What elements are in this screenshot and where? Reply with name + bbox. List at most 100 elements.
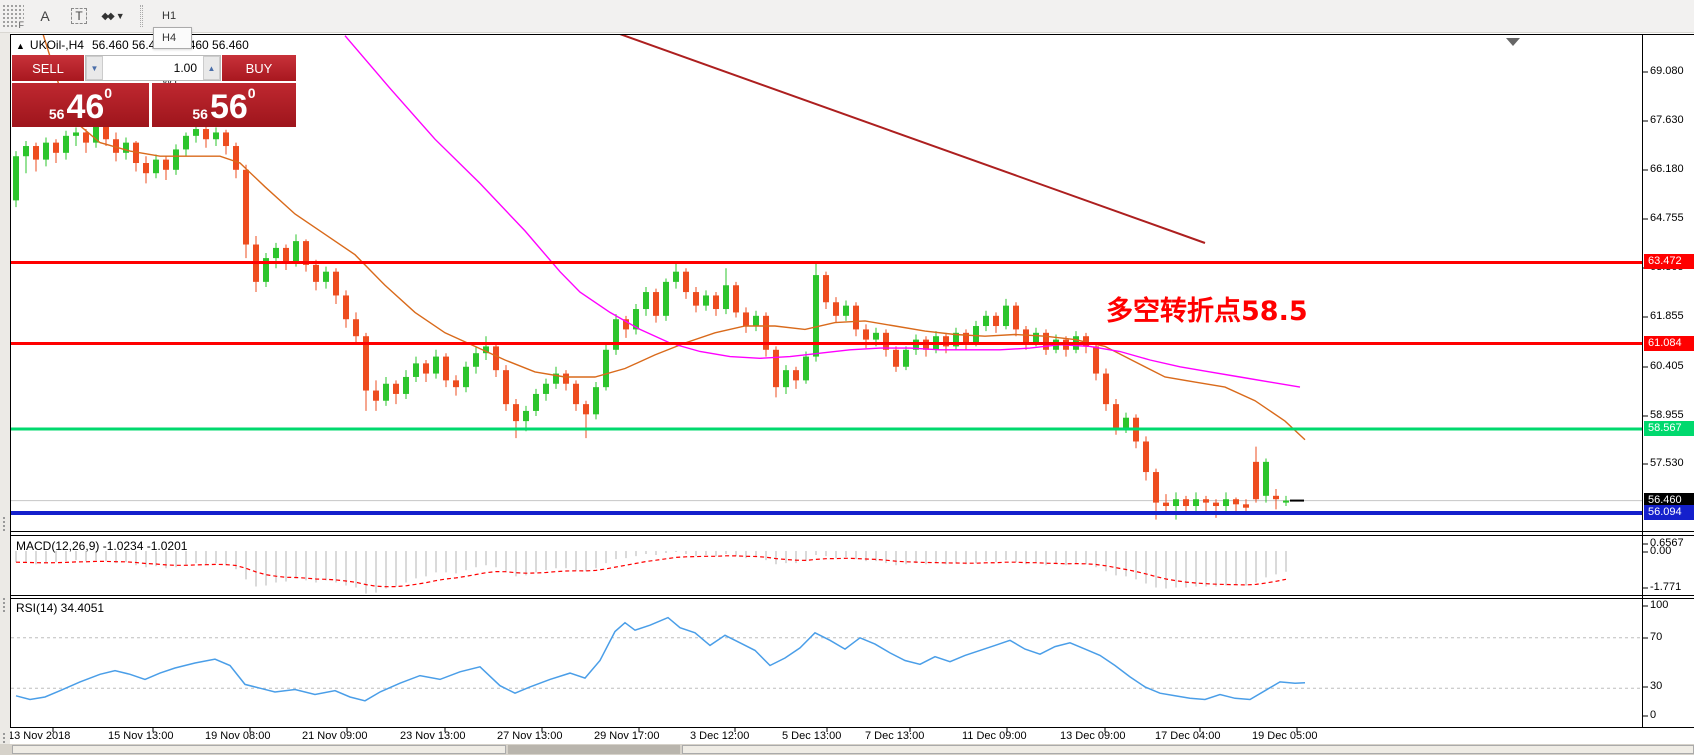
date-tick-label: 19 Dec 05:00 (1252, 730, 1318, 742)
candle-body (583, 404, 589, 415)
volume-increase-button[interactable]: ▲ (203, 56, 220, 80)
candle-body (753, 315, 759, 327)
candle-body (193, 129, 199, 136)
candle-body (883, 332, 889, 350)
descending-trendline[interactable] (617, 33, 1206, 244)
price-badge: 63.472 (1644, 254, 1694, 269)
rsi-top-border (10, 598, 1694, 599)
volume-decrease-button[interactable]: ▼ (86, 56, 103, 80)
text-box-tool-button[interactable]: T (66, 4, 92, 28)
price-tick-label: 57.530 (1650, 457, 1684, 469)
candle-body (893, 349, 899, 367)
candle-body (263, 258, 269, 282)
candle-body (1033, 332, 1039, 344)
ask-price-display[interactable]: 56 56 0 (152, 83, 296, 127)
candle-body (1183, 499, 1189, 507)
macd-rsi-separator[interactable] (10, 595, 1694, 596)
chart-shift-marker-icon[interactable] (1506, 38, 1520, 46)
text-label-tool-button[interactable]: A (32, 4, 58, 28)
candle-body (233, 146, 239, 170)
candle-body (1193, 499, 1199, 507)
candle-body (493, 346, 499, 371)
candle-body (563, 373, 569, 384)
chart-top-border (10, 34, 1694, 35)
volume-input[interactable]: 1.00 (173, 61, 197, 75)
rsi-panel[interactable] (11, 616, 1642, 702)
scrollbar-track[interactable] (682, 745, 1694, 754)
price-tick-label: 60.405 (1650, 360, 1684, 372)
candle-body (1093, 346, 1099, 374)
date-tick-label: 7 Dec 13:00 (865, 730, 925, 742)
chart-left-border (10, 34, 11, 728)
price-tick-label: 58.955 (1650, 409, 1684, 421)
candle-body (243, 169, 249, 245)
price-badge: 61.084 (1644, 336, 1694, 351)
chart-annotation-text[interactable]: 多空转折点58.5 (1106, 296, 1308, 327)
date-tick-label: 5 Dec 13:00 (782, 730, 842, 742)
date-tick-label: 23 Nov 13:00 (400, 730, 466, 742)
timeframe-button-H4[interactable]: H4 (153, 27, 193, 49)
panel-resize-grip[interactable] (3, 517, 8, 531)
candle-body (93, 125, 99, 143)
candle-body (213, 132, 219, 140)
date-tick-label: 3 Dec 12:00 (690, 730, 750, 742)
candle-body (633, 309, 639, 330)
candle-body (1233, 499, 1239, 505)
candle-body (1263, 461, 1269, 496)
candle-body (713, 295, 719, 310)
candle-body (1013, 305, 1019, 330)
shapes-tool-button[interactable]: ◆◆ ▼ (100, 4, 126, 28)
candle-body (1253, 461, 1259, 500)
ma-magenta-line (344, 35, 1301, 388)
toolbar-grip[interactable]: F (2, 4, 24, 30)
date-tick-label: 13 Dec 09:00 (1060, 730, 1126, 742)
candle-body (513, 404, 519, 422)
timeframe-button-H1[interactable]: H1 (162, 10, 177, 22)
candle-body (413, 363, 419, 377)
bid-price-display[interactable]: 56 46 0 (12, 83, 149, 127)
sell-button[interactable]: SELL (12, 55, 85, 81)
panel-resize-grip[interactable] (3, 598, 8, 612)
volume-stepper: ▼ 1.00 ▲ (85, 55, 221, 81)
candle-body (283, 247, 289, 262)
candle-body (63, 135, 69, 153)
candle-body (273, 247, 279, 259)
panel-resize-grip[interactable] (3, 733, 8, 747)
date-tick-label: 17 Dec 04:00 (1155, 730, 1221, 742)
candle-body (683, 271, 689, 293)
candle-body (963, 332, 969, 344)
candle-body (763, 315, 769, 350)
candle-body (403, 376, 409, 394)
toolbar: F A T ◆◆▼ M1M5M15M30H1H4D1W1MN (0, 0, 1694, 110)
candle-body (303, 241, 309, 265)
price-tick-label: 67.630 (1650, 114, 1684, 126)
bid-price-sup: 0 (104, 85, 113, 101)
scrollbar-thumb[interactable] (508, 745, 680, 754)
candle-body (343, 295, 349, 320)
candle-body (73, 132, 79, 136)
candle-body (223, 132, 229, 147)
candle-body (113, 139, 119, 153)
candle-body (533, 393, 539, 411)
candle-body (393, 383, 399, 394)
main-chart-panel[interactable] (11, 33, 1642, 520)
price-badge: 56.094 (1644, 505, 1694, 520)
macd-panel[interactable] (15, 551, 1287, 594)
candle-body (1153, 472, 1159, 503)
main-macd-separator[interactable] (10, 531, 1694, 532)
price-axis-border[interactable] (1642, 34, 1643, 728)
bid-price-small: 56 (48, 106, 65, 122)
scrollbar-track[interactable] (12, 745, 506, 754)
candle-body (1023, 329, 1029, 344)
buy-button[interactable]: BUY (221, 55, 296, 81)
candle-body (783, 370, 789, 388)
candle-body (383, 383, 389, 401)
candle-body (793, 370, 799, 381)
candle-body (13, 156, 19, 201)
candle-body (483, 346, 489, 354)
candle-body (743, 312, 749, 327)
candle-body (573, 383, 579, 405)
candle-body (973, 326, 979, 344)
candle-body (553, 373, 559, 384)
